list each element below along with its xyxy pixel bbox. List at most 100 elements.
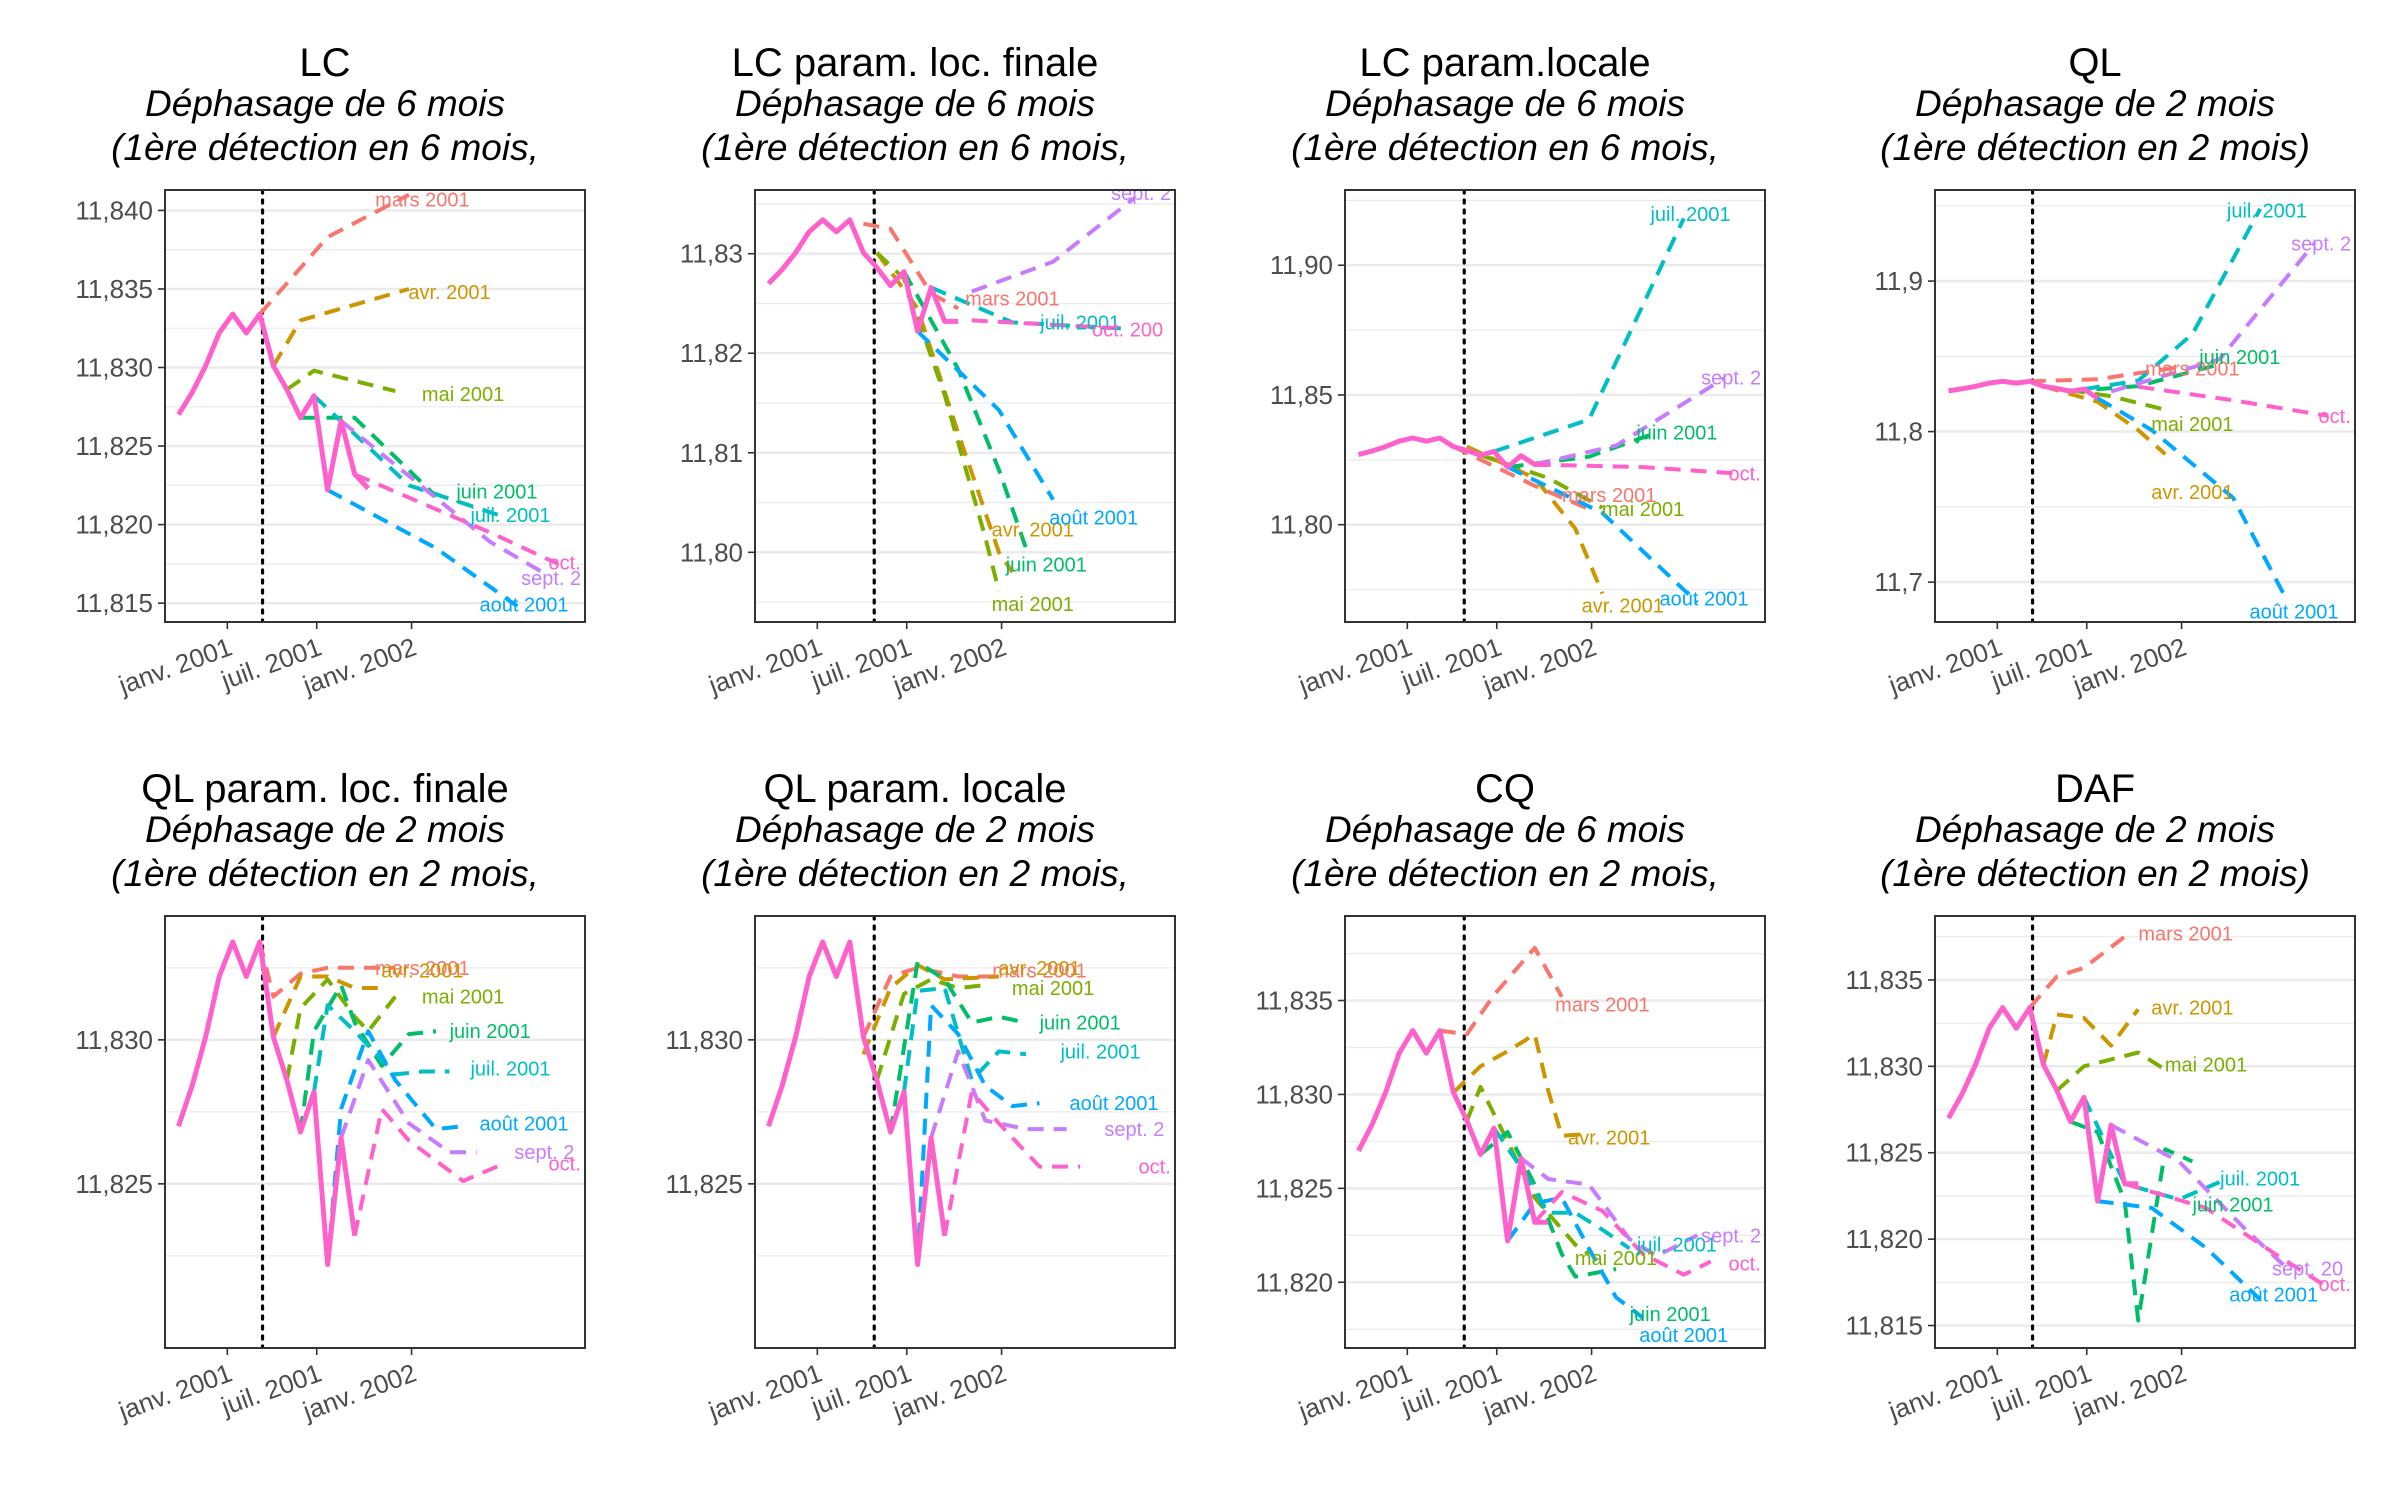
forecast-label-mars: mars 2001 bbox=[2138, 923, 2233, 945]
chart-panel: QL param. loc. finale Déphasage de 2 mois… bbox=[30, 766, 620, 1486]
forecast-line-juin bbox=[1479, 1130, 1617, 1279]
y-tick-label: 11,9 bbox=[1874, 266, 1923, 296]
plot-border bbox=[164, 189, 586, 623]
forecast-line-mai bbox=[2055, 1050, 2167, 1092]
chart-panel: LC param. loc. finale Déphasage de 6 mois… bbox=[620, 40, 1210, 760]
forecast-line-juil bbox=[1492, 1127, 1631, 1251]
forecast-label-avr: avr. 2001 bbox=[1582, 596, 1664, 618]
forecast-label-juil: juil. 2001 bbox=[1636, 1235, 1717, 1257]
y-tick-label: 11,835 bbox=[1845, 965, 1923, 995]
forecast-line-mars bbox=[863, 221, 960, 311]
forecast-line-mai bbox=[874, 977, 986, 1081]
forecast-label-mai: mai 2001 bbox=[992, 594, 1074, 616]
forecast-line-mai bbox=[875, 251, 1001, 592]
forecast-label-mai: mai 2001 bbox=[2151, 414, 2233, 436]
y-tick-label: 11,825 bbox=[1255, 1173, 1333, 1203]
chart-detection-note: (1ère détection en 2 mois, bbox=[111, 853, 539, 894]
y-tick-label: 11,835 bbox=[75, 274, 153, 304]
chart-panel: CQ Déphasage de 6 mois (1ère détection en … bbox=[1210, 766, 1800, 1486]
chart-title: QL param. locale bbox=[763, 767, 1067, 811]
chart-detection-note: (1ère détection en 2 mois) bbox=[1880, 127, 2310, 168]
forecast-line-mai bbox=[1465, 1084, 1591, 1256]
forecast-label-juil: juil. 2001 bbox=[1059, 1041, 1140, 1063]
chart-panel: QL Déphasage de 2 mois (1ère détection en … bbox=[1800, 40, 2390, 760]
forecast-line-juil bbox=[1493, 217, 1686, 454]
y-tick-label: 11,825 bbox=[1845, 1138, 1923, 1168]
chart-detection-note: (1ère détection en 6 mois, bbox=[1291, 127, 1719, 168]
forecast-line-juin bbox=[300, 415, 438, 498]
forecast-line-sept bbox=[2110, 242, 2316, 394]
y-tick-label: 11,830 bbox=[1255, 1079, 1333, 1109]
y-tick-label: 11,7 bbox=[1874, 567, 1923, 597]
forecast-line-sept bbox=[971, 196, 1136, 294]
forecast-label-aout: août 2001 bbox=[1639, 1325, 1728, 1347]
forecast-label-aout: août 2001 bbox=[1660, 589, 1749, 611]
forecast-line-juin bbox=[2069, 1119, 2194, 1323]
plot-border bbox=[1344, 189, 1766, 623]
y-tick-label: 11,815 bbox=[1845, 1311, 1923, 1341]
y-tick-label: 11,80 bbox=[680, 537, 743, 567]
y-tick-label: 11,82 bbox=[680, 338, 743, 368]
chart-subtitle: Déphasage de 2 mois bbox=[1915, 809, 2275, 850]
y-tick-label: 11,825 bbox=[75, 431, 153, 461]
forecast-label-mai: mai 2001 bbox=[422, 384, 504, 406]
forecast-line-mars bbox=[257, 941, 396, 999]
forecast-label-juin: juin 2001 bbox=[1039, 1013, 1121, 1035]
forecast-line-juin bbox=[902, 270, 1028, 549]
forecast-label-avr: avr. 2001 bbox=[1568, 1128, 1650, 1150]
forecast-line-avr bbox=[2041, 1008, 2140, 1066]
plot-border bbox=[1934, 189, 2356, 623]
chart-title: LC param.locale bbox=[1359, 41, 1651, 85]
y-tick-label: 11,81 bbox=[680, 438, 743, 468]
forecast-line-mai bbox=[285, 368, 396, 394]
chart-title: DAF bbox=[2055, 767, 2135, 811]
forecast-label-mars: mars 2001 bbox=[375, 189, 470, 211]
y-tick-label: 11,830 bbox=[1845, 1051, 1923, 1081]
plot-border bbox=[754, 915, 1176, 1349]
forecast-line-juil bbox=[312, 394, 505, 519]
forecast-label-sept: sept. 2 bbox=[1104, 1119, 1164, 1141]
chart-title: QL bbox=[2068, 41, 2122, 85]
forecast-line-sept bbox=[339, 1058, 477, 1155]
observed-series-line bbox=[766, 217, 959, 334]
chart-panel: LC Déphasage de 6 mois (1ère détection en … bbox=[30, 40, 620, 760]
forecast-label-avr: avr. 2001 bbox=[381, 961, 463, 983]
forecast-label-mars: mars 2001 bbox=[1562, 485, 1657, 507]
forecast-label-aout: août 2001 bbox=[2250, 601, 2339, 623]
observed-series-line bbox=[1357, 435, 1549, 470]
forecast-line-oct bbox=[352, 1107, 505, 1237]
forecast-line-oct bbox=[2137, 384, 2329, 418]
chart-detection-note: (1ère détection en 2 mois) bbox=[1880, 853, 2310, 894]
forecast-line-mai bbox=[2043, 384, 2166, 412]
chart-detection-note: (1ère détection en 6 mois, bbox=[111, 127, 539, 168]
forecast-line-oct bbox=[942, 1089, 1081, 1237]
forecast-line-aout bbox=[915, 1003, 1040, 1265]
forecast-label-aout: août 2001 bbox=[2229, 1284, 2318, 1306]
forecast-label-mars: mars 2001 bbox=[965, 288, 1060, 310]
forecast-label-juin: juin 2001 bbox=[1005, 554, 1087, 576]
forecast-label-juil: juil. 2001 bbox=[1649, 204, 1730, 226]
chart-panel: QL param. locale Déphasage de 2 mois (1ère… bbox=[620, 766, 1210, 1486]
forecast-label-sept: sept. 2 bbox=[2291, 233, 2351, 255]
forecast-line-mars bbox=[1439, 945, 1564, 1037]
forecast-label-mai: mai 2001 bbox=[422, 987, 504, 1009]
forecast-label-avr: avr. 2001 bbox=[998, 958, 1080, 980]
forecast-label-juil: juil. 2001 bbox=[469, 1059, 550, 1081]
forecast-label-mars: mars 2001 bbox=[375, 958, 470, 980]
forecast-line-oct bbox=[353, 472, 559, 566]
y-tick-label: 11,83 bbox=[680, 239, 743, 269]
forecast-label-juil: juil. 2001 bbox=[469, 505, 550, 527]
observed-series-line bbox=[176, 939, 358, 1267]
forecast-line-oct bbox=[1534, 462, 1739, 476]
chart-subtitle: Déphasage de 6 mois bbox=[145, 83, 505, 124]
chart-panel: DAF Déphasage de 2 mois (1ère détection en… bbox=[1800, 766, 2390, 1486]
forecast-line-juin bbox=[2070, 362, 2221, 394]
observed-series-line bbox=[766, 939, 948, 1267]
forecast-label-juil: juil. 2001 bbox=[2226, 200, 2307, 222]
